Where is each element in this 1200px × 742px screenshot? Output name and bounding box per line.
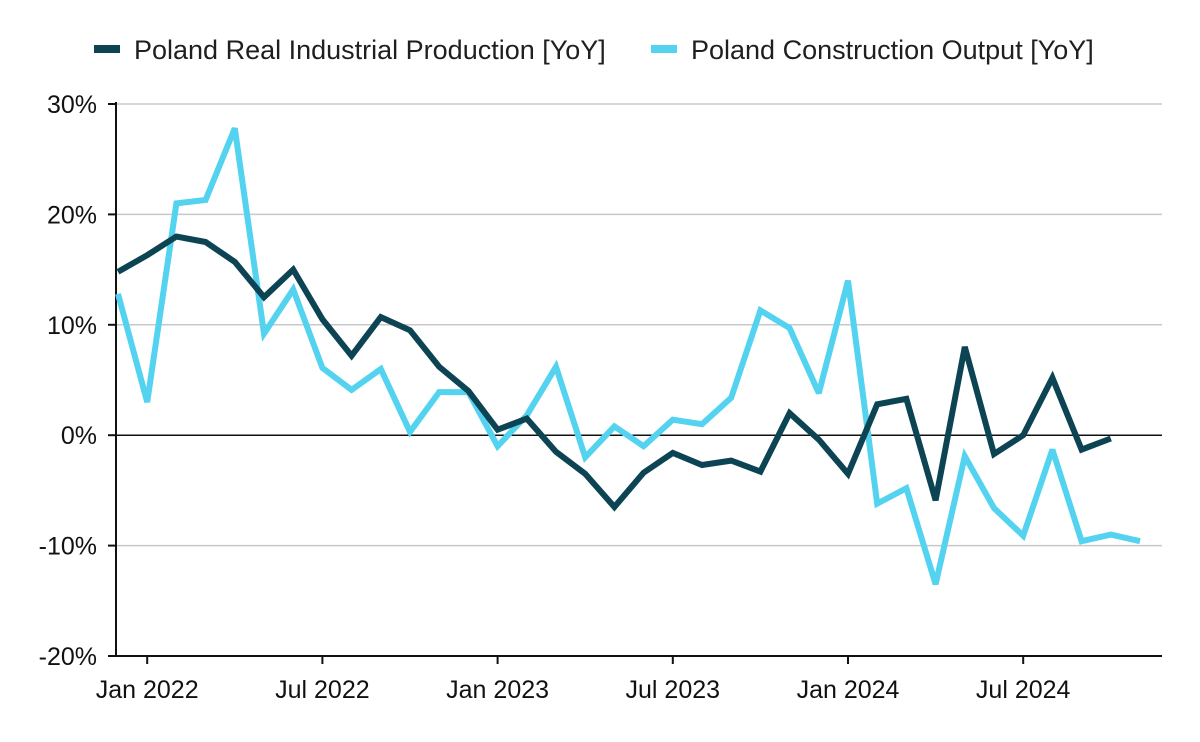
y-tick-label: 20% <box>47 201 97 229</box>
y-tick-label: 30% <box>47 91 97 119</box>
legend-item: Poland Real Industrial Production [YoY] <box>94 35 606 65</box>
gridlines <box>116 103 1162 547</box>
y-tick-label: -20% <box>39 643 97 671</box>
series-line <box>115 127 1141 586</box>
x-tick-label: Jul 2022 <box>275 676 370 704</box>
legend-swatch <box>94 45 120 53</box>
x-tick-label: Jan 2024 <box>797 676 900 704</box>
series-line <box>116 233 1112 512</box>
legend-label: Poland Construction Output [YoY] <box>691 35 1094 65</box>
legend-item: Poland Construction Output [YoY] <box>651 35 1094 65</box>
x-tick-label: Jan 2023 <box>446 676 549 704</box>
legend-swatch <box>651 45 677 53</box>
tick-labels: -20% -10% 0% 10% 20% 30% Jan 2022 Jul 2022 Jan 2… <box>39 91 1071 704</box>
y-tick-label: 0% <box>61 422 97 450</box>
legend: Poland Real Industrial Production [YoY] … <box>94 35 1094 65</box>
x-tick-label: Jul 2024 <box>976 676 1071 704</box>
x-tick-label: Jan 2022 <box>96 676 199 704</box>
legend-label: Poland Real Industrial Production [YoY] <box>134 35 606 65</box>
y-tick-label: -10% <box>39 533 97 561</box>
y-tick-label: 10% <box>47 312 97 340</box>
axes <box>108 102 1162 664</box>
x-tick-label: Jul 2023 <box>626 676 721 704</box>
series-layer <box>115 127 1141 586</box>
